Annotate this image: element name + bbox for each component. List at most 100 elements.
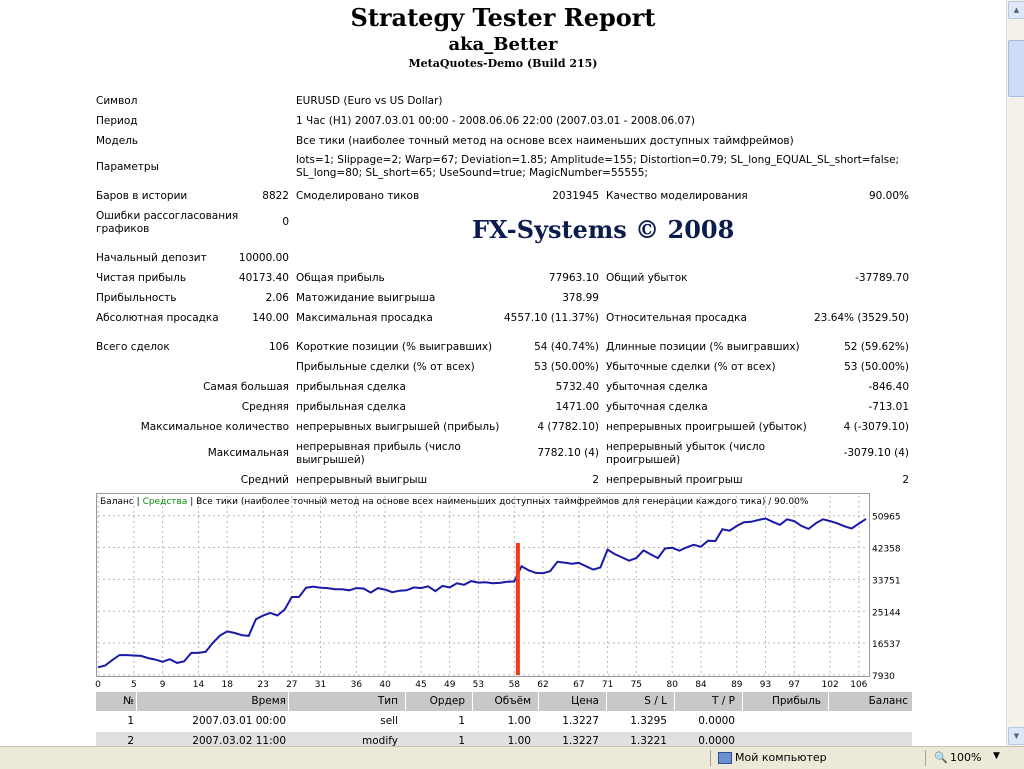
- table-cell: 1.3227: [562, 715, 599, 727]
- cons-profit-label-1: непрерывная прибыль (число: [296, 441, 461, 453]
- scroll-down-button[interactable]: ▼: [1008, 727, 1024, 745]
- column-header: Тип: [377, 695, 398, 707]
- report-title: Strategy Tester Report: [350, 3, 656, 32]
- x-tick-label: 53: [473, 680, 484, 690]
- x-tick-label: 67: [573, 680, 584, 690]
- avg-profit-label: прибыльная сделка: [296, 401, 406, 413]
- x-tick-label: 93: [760, 680, 771, 690]
- column-divider: [538, 692, 539, 711]
- net-profit-label: Чистая прибыль: [96, 272, 187, 284]
- scroll-thumb[interactable]: [1008, 40, 1024, 97]
- total-trades-label: Всего сделок: [96, 341, 170, 353]
- chevron-down-icon: ▼: [1013, 732, 1020, 740]
- column-header: №: [123, 695, 134, 707]
- column-divider: [472, 692, 473, 711]
- zoom-icon: 🔍: [934, 751, 948, 764]
- x-tick-label: 9: [160, 680, 166, 690]
- x-tick-label: 89: [731, 680, 743, 690]
- profit-factor-label: Прибыльность: [96, 292, 177, 304]
- total-trades-value: 106: [268, 341, 289, 353]
- chart-title-equity: Средства: [142, 497, 188, 507]
- column-divider: [405, 692, 406, 711]
- table-cell: 1: [127, 715, 134, 727]
- loss-trades-label: Убыточные сделки (% от всех): [606, 361, 776, 373]
- column-divider: [136, 692, 137, 711]
- ticks-value: 2031945: [552, 190, 599, 202]
- win-trades-value: 53 (50.00%): [534, 361, 599, 373]
- max-count-label: Максимальное количество: [140, 421, 289, 433]
- vertical-scrollbar[interactable]: ▲ ▼: [1006, 0, 1024, 746]
- abs-dd-value: 140.00: [252, 312, 289, 324]
- payoff-value: 378.99: [562, 292, 599, 304]
- net-profit-value: 40173.40: [238, 272, 289, 284]
- cons-losses-value: 4 (-3079.10): [843, 421, 909, 433]
- x-tick-label: 106: [850, 680, 867, 690]
- rel-dd-label: Относительная просадка: [606, 312, 747, 324]
- x-tick-label: 14: [193, 680, 205, 690]
- report-page: Strategy Tester Report aka_Better MetaQu…: [95, 3, 912, 746]
- avg-cons-label: Средний: [240, 474, 289, 486]
- table-cell: 1.3295: [630, 715, 667, 727]
- maximal-label: Максимальная: [207, 447, 289, 459]
- cons-loss-label-1: непрерывный убыток (число: [606, 441, 766, 453]
- balance-line: [97, 517, 867, 669]
- abs-dd-label: Абсолютная просадка: [96, 312, 219, 324]
- period-value: 1 Час (H1) 2007.03.01 00:00 - 2008.06.06…: [296, 115, 695, 127]
- x-tick-label: 45: [415, 680, 426, 690]
- zoom-level[interactable]: 100%: [950, 751, 982, 764]
- loss-trades-value: 53 (50.00%): [844, 361, 909, 373]
- largest-profit-value: 5732.40: [555, 381, 599, 393]
- table-cell: 2: [127, 735, 134, 746]
- chart-title-rest: | Все тики (наиболее точный метод на осн…: [187, 497, 809, 507]
- long-label: Длинные позиции (% выигравших): [606, 341, 800, 353]
- column-header: Время: [251, 695, 286, 707]
- x-tick-label: 5: [131, 680, 137, 690]
- chevron-up-icon: ▲: [1013, 6, 1020, 14]
- largest-profit-label: прибыльная сделка: [296, 381, 406, 393]
- avg-cons-losses-value: 2: [902, 474, 909, 486]
- cons-profit-label-2: выигрышей): [296, 454, 365, 466]
- status-bar: Мой компьютер 🔍 100% ▼: [0, 746, 1024, 769]
- column-header: Прибыль: [771, 695, 821, 707]
- model-label: Модель: [96, 135, 139, 147]
- x-tick-label: 84: [695, 680, 707, 690]
- largest-loss-label: убыточная сделка: [606, 381, 708, 393]
- x-tick-label: 75: [631, 680, 642, 690]
- y-tick-label: 50965: [872, 513, 901, 523]
- zone-label: Мой компьютер: [735, 751, 827, 764]
- chart-title: Баланс | Средства | Все тики (наиболее т…: [100, 497, 808, 507]
- table-cell: modify: [362, 735, 398, 746]
- bars-label: Баров в истории: [96, 190, 188, 202]
- deals-table-header: № Время Тип Ордер Объём Цена S / L T / P Прибыль…: [96, 692, 912, 711]
- y-tick-label: 33751: [872, 576, 901, 586]
- table-cell: 2007.03.02 11:00: [192, 735, 286, 746]
- watermark: FX-Systems © 2008: [472, 215, 735, 244]
- column-header: Объём: [494, 695, 531, 707]
- cons-loss-label-2: проигрышей): [606, 454, 681, 466]
- chevron-down-icon[interactable]: ▼: [993, 751, 1000, 761]
- avg-cons-wins-label: непрерывный выигрыш: [296, 474, 428, 486]
- profit-factor-value: 2.06: [265, 292, 289, 304]
- table-cell: 1: [458, 715, 465, 727]
- cons-losses-label: непрерывных проигрышей (убыток): [606, 421, 807, 433]
- x-tick-label: 18: [221, 680, 233, 690]
- model-value: Все тики (наиболее точный метод на основ…: [296, 135, 794, 147]
- x-tick-label: 31: [315, 680, 326, 690]
- params-label: Параметры: [96, 161, 159, 173]
- y-tick-label: 7930: [872, 672, 895, 682]
- chart-title-sep: |: [133, 497, 143, 507]
- x-tick-label: 40: [379, 680, 391, 690]
- rel-dd-value: 23.64% (3529.50): [814, 312, 909, 324]
- symbol-label: Символ: [96, 95, 138, 107]
- column-divider: [828, 692, 829, 711]
- balance-chart-svg: 7930 16537 25144 33751 42358 50965 0 5 9 14 18 23 27…: [95, 496, 901, 690]
- x-tick-label: 71: [602, 680, 613, 690]
- symbol-value: EURUSD (Euro vs US Dollar): [296, 95, 443, 107]
- x-tick-label: 102: [822, 680, 839, 690]
- table-cell: 1.00: [507, 715, 531, 727]
- table-cell: 1.3227: [562, 735, 599, 746]
- scroll-up-button[interactable]: ▲: [1008, 1, 1024, 19]
- x-tick-label: 23: [257, 680, 268, 690]
- status-separator: [925, 750, 926, 766]
- gross-profit-value: 77963.10: [548, 272, 599, 284]
